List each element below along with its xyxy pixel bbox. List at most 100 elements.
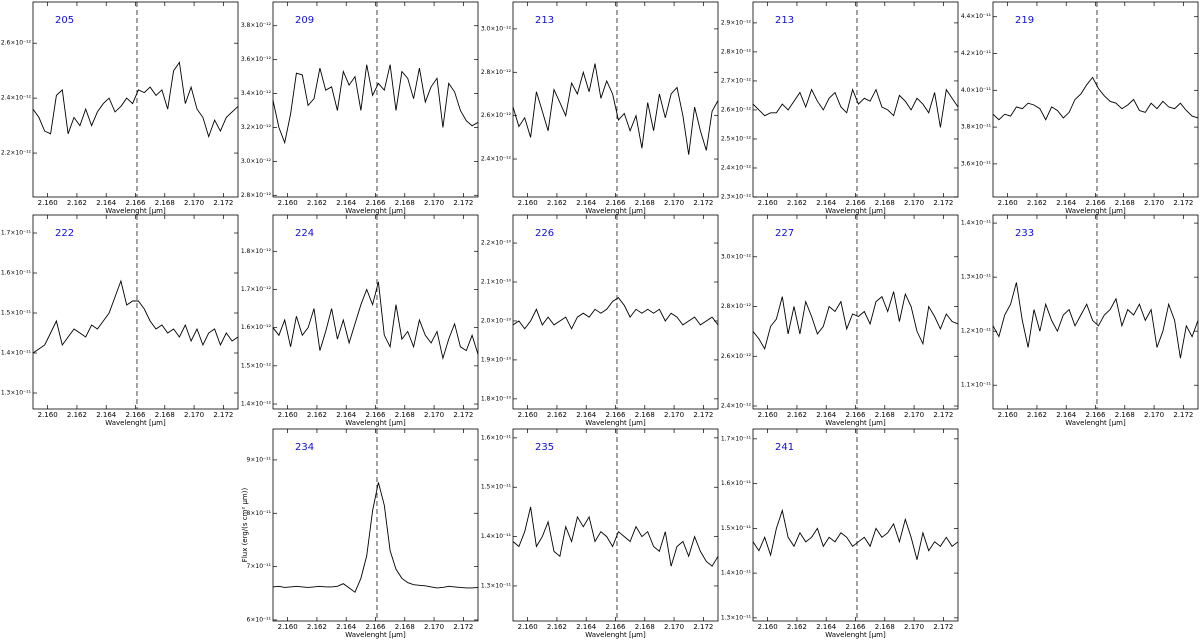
x-tick-label: 2.162 bbox=[67, 411, 87, 419]
spectrum-line bbox=[272, 482, 479, 593]
x-axis-label: Wavelenght [μm] bbox=[105, 207, 166, 215]
x-tick-label: 2.168 bbox=[395, 199, 415, 207]
plot-frame bbox=[512, 428, 719, 622]
y-tick-label: 7×10⁻¹¹ bbox=[247, 563, 272, 570]
x-tick-label: 2.164 bbox=[336, 199, 357, 207]
y-tick-label: 4.0×10⁻¹¹ bbox=[961, 87, 992, 94]
y-tick-label: 1.9×10⁻¹⁰ bbox=[481, 356, 512, 363]
spectrum-line bbox=[272, 281, 479, 360]
spectrum-line bbox=[32, 279, 239, 354]
spectrum-line bbox=[752, 88, 959, 128]
y-tick-label: 1.7×10⁻¹² bbox=[241, 286, 272, 293]
x-tick-label: 2.162 bbox=[547, 411, 567, 419]
panel: 2.160 2.162 2.164 2.166 2.168 2.170 2.172 2.3×1… bbox=[721, 1, 959, 215]
x-tick-label: 2.162 bbox=[787, 411, 807, 419]
x-tick-label: 2.168 bbox=[875, 199, 895, 207]
y-tick-label: 2.3×10⁻¹² bbox=[721, 194, 752, 201]
y-tick-label: 2.7×10⁻¹² bbox=[721, 77, 752, 84]
x-axis-label: Wavelenght [μm] bbox=[1065, 419, 1126, 427]
y-tick-label: 2.6×10⁻¹² bbox=[721, 106, 752, 113]
y-tick-label: 1.4×10⁻¹² bbox=[241, 401, 272, 408]
x-axis-label: Wavelenght [μm] bbox=[345, 631, 406, 639]
y-tick-label: 1.6×10⁻¹¹ bbox=[721, 480, 752, 487]
panel-title: 234 bbox=[295, 442, 314, 453]
x-tick-label: 2.160 bbox=[278, 411, 298, 419]
x-tick-label: 2.162 bbox=[307, 623, 327, 631]
y-tick-label: 2.8×10⁻¹² bbox=[481, 69, 512, 76]
x-tick-label: 2.164 bbox=[816, 623, 837, 631]
plot-frame bbox=[752, 428, 959, 622]
x-tick-label: 2.166 bbox=[605, 199, 626, 207]
y-tick-label: 1.5×10⁻¹² bbox=[241, 362, 272, 369]
x-tick-label: 2.162 bbox=[307, 411, 327, 419]
x-axis-label: Wavelenght [μm] bbox=[585, 631, 646, 639]
x-tick-label: 2.172 bbox=[213, 411, 233, 419]
x-tick-label: 2.166 bbox=[605, 411, 626, 419]
panel: 2.160 2.162 2.164 2.166 2.168 2.170 2.172 1.8×1… bbox=[481, 214, 719, 427]
plot-frame bbox=[272, 1, 479, 198]
x-tick-label: 2.170 bbox=[664, 199, 684, 207]
x-tick-label: 2.166 bbox=[605, 623, 626, 631]
x-axis-label: Wavelenght [μm] bbox=[105, 419, 166, 427]
x-tick-label: 2.172 bbox=[693, 411, 713, 419]
x-tick-label: 2.166 bbox=[1085, 411, 1106, 419]
spectrum-line bbox=[752, 291, 959, 350]
spectrum-line bbox=[992, 76, 1199, 121]
x-axis-label: Wavelenght [μm] bbox=[825, 631, 886, 639]
spectrum-line bbox=[512, 506, 719, 567]
y-tick-label: 3.8×10⁻¹¹ bbox=[961, 124, 992, 131]
y-tick-label: 3.8×10⁻¹² bbox=[241, 22, 272, 29]
x-tick-label: 2.164 bbox=[336, 623, 357, 631]
y-tick-label: 1.6×10⁻¹² bbox=[241, 324, 272, 331]
panel: 2.160 2.162 2.164 2.166 2.168 2.170 2.172 2.4×1… bbox=[721, 214, 959, 427]
x-tick-label: 2.166 bbox=[365, 411, 386, 419]
x-tick-label: 2.160 bbox=[998, 199, 1018, 207]
x-tick-label: 2.160 bbox=[518, 623, 538, 631]
y-tick-label: 4.4×10⁻¹¹ bbox=[961, 13, 992, 20]
x-tick-label: 2.172 bbox=[1173, 411, 1193, 419]
y-tick-label: 1.2×10⁻¹¹ bbox=[961, 328, 992, 335]
y-tick-label: 1.5×10⁻¹¹ bbox=[1, 310, 32, 317]
panel-title: 227 bbox=[775, 228, 794, 239]
y-tick-label: 3.4×10⁻¹² bbox=[241, 90, 272, 97]
spectrum-line bbox=[752, 508, 959, 560]
plot-frame bbox=[512, 214, 719, 410]
panel: 2.160 2.162 2.164 2.166 2.168 2.170 2.172 6×10⁻… bbox=[241, 428, 479, 639]
y-tick-label: 2.1×10⁻¹⁰ bbox=[481, 279, 512, 286]
x-tick-label: 2.164 bbox=[1056, 199, 1077, 207]
x-tick-label: 2.170 bbox=[664, 623, 684, 631]
x-tick-label: 2.172 bbox=[693, 199, 713, 207]
x-tick-label: 2.160 bbox=[278, 623, 298, 631]
x-tick-label: 2.172 bbox=[453, 411, 473, 419]
x-tick-label: 2.170 bbox=[664, 411, 684, 419]
panel: 2.160 2.162 2.164 2.166 2.168 2.170 2.172 1.3×1… bbox=[1, 214, 239, 427]
x-tick-label: 2.170 bbox=[184, 199, 204, 207]
x-tick-label: 2.168 bbox=[635, 411, 655, 419]
y-tick-label: 1.8×10⁻¹⁰ bbox=[481, 395, 512, 402]
y-tick-label: 4.2×10⁻¹¹ bbox=[961, 50, 992, 57]
x-tick-label: 2.164 bbox=[816, 411, 837, 419]
x-tick-label: 2.160 bbox=[518, 199, 538, 207]
spectrum-line bbox=[32, 61, 239, 139]
y-tick-label: 1.6×10⁻¹¹ bbox=[1, 270, 32, 277]
y-tick-label: 1.3×10⁻¹¹ bbox=[721, 614, 752, 621]
y-tick-label: 2.2×10⁻¹² bbox=[1, 150, 32, 157]
x-tick-label: 2.168 bbox=[1115, 411, 1135, 419]
x-axis-label: Wavelenght [μm] bbox=[1065, 207, 1126, 215]
panel: 2.160 2.162 2.164 2.166 2.168 2.170 2.172 1.4×1… bbox=[241, 214, 479, 427]
x-tick-label: 2.168 bbox=[635, 199, 655, 207]
y-tick-label: 9×10⁻¹¹ bbox=[247, 456, 272, 463]
x-tick-label: 2.170 bbox=[424, 199, 444, 207]
y-tick-label: 2.4×10⁻¹² bbox=[721, 164, 752, 171]
x-tick-label: 2.172 bbox=[453, 199, 473, 207]
plot-frame bbox=[272, 428, 479, 622]
y-tick-label: 2.6×10⁻¹² bbox=[721, 353, 752, 360]
x-tick-label: 2.168 bbox=[155, 199, 175, 207]
x-tick-label: 2.160 bbox=[758, 623, 778, 631]
x-tick-label: 2.170 bbox=[424, 411, 444, 419]
panel-title: 213 bbox=[535, 15, 554, 26]
y-axis-label: Flux (erg/(s cm² μm)) bbox=[241, 488, 249, 563]
y-tick-label: 2.5×10⁻¹² bbox=[721, 135, 752, 142]
plot-frame bbox=[752, 214, 959, 410]
